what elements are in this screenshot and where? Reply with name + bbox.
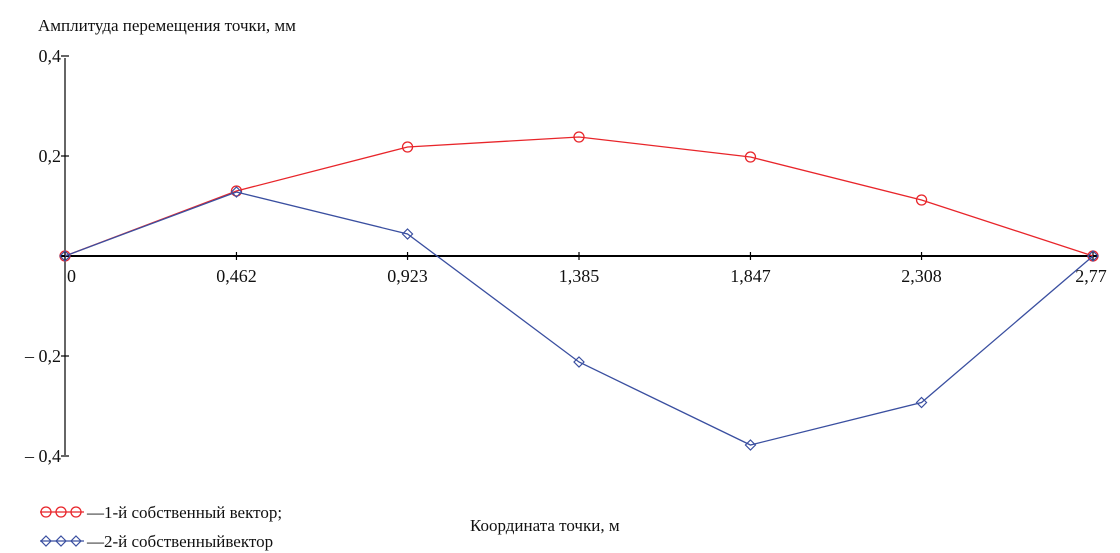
series-1-point bbox=[915, 194, 928, 206]
legend-marker bbox=[70, 535, 82, 547]
legend-item-1: —1-й собственный вектор; bbox=[40, 503, 282, 522]
legend-marker bbox=[40, 506, 52, 518]
series-2-point bbox=[744, 439, 757, 451]
y-tick-label: 0,2 bbox=[39, 146, 62, 166]
series-1-point bbox=[401, 141, 414, 153]
y-ticks-group: 0,4 0,2 – 0,2 – 0,4 bbox=[24, 46, 69, 466]
series-2 bbox=[59, 186, 1099, 451]
series-2-point bbox=[230, 186, 243, 198]
x-tick-label: 0 bbox=[67, 266, 76, 286]
series-2-point bbox=[1087, 250, 1099, 262]
series-2-point bbox=[573, 356, 585, 368]
y-tick-label: 0,4 bbox=[39, 46, 62, 66]
x-ticks-group: 0 0,462 0,923 1,385 1,847 2,308 2,77 bbox=[64, 252, 1107, 286]
series-layer bbox=[59, 131, 1099, 451]
x-tick-label: 0,923 bbox=[387, 266, 428, 286]
x-tick-label: 1,385 bbox=[559, 266, 600, 286]
x-tick-label: 2,308 bbox=[901, 266, 942, 286]
legend-item-2: —2-й собственныйвектор bbox=[40, 532, 273, 551]
series-1-point bbox=[744, 151, 757, 163]
series-1 bbox=[59, 131, 1099, 262]
y-tick-label: – 0,4 bbox=[24, 446, 61, 466]
legend: —1-й собственный вектор; —2-й собственный… bbox=[40, 503, 282, 551]
x-tick-label: 1,847 bbox=[730, 266, 771, 286]
series-2-line bbox=[64, 191, 1094, 446]
series-2-point bbox=[59, 250, 71, 262]
legend-label: —1-й собственный вектор; bbox=[86, 503, 282, 522]
series-1-point bbox=[573, 131, 585, 143]
series-1-point bbox=[230, 185, 243, 197]
x-tick-label: 0,462 bbox=[216, 266, 257, 286]
series-1-line bbox=[64, 136, 1094, 257]
legend-marker bbox=[70, 506, 82, 518]
series-2-point bbox=[401, 228, 414, 240]
legend-marker bbox=[55, 506, 67, 518]
legend-label: —2-й собственныйвектор bbox=[86, 532, 273, 551]
x-tick-label: 2,77 bbox=[1075, 266, 1107, 286]
y-tick-label: – 0,2 bbox=[24, 346, 61, 366]
series-2-point bbox=[915, 396, 928, 409]
legend-marker bbox=[40, 535, 52, 547]
x-axis-title: Координата точки, м bbox=[470, 516, 620, 535]
legend-marker bbox=[55, 535, 67, 547]
y-axis-title: Амплитуда перемещения точки, мм bbox=[38, 16, 296, 35]
